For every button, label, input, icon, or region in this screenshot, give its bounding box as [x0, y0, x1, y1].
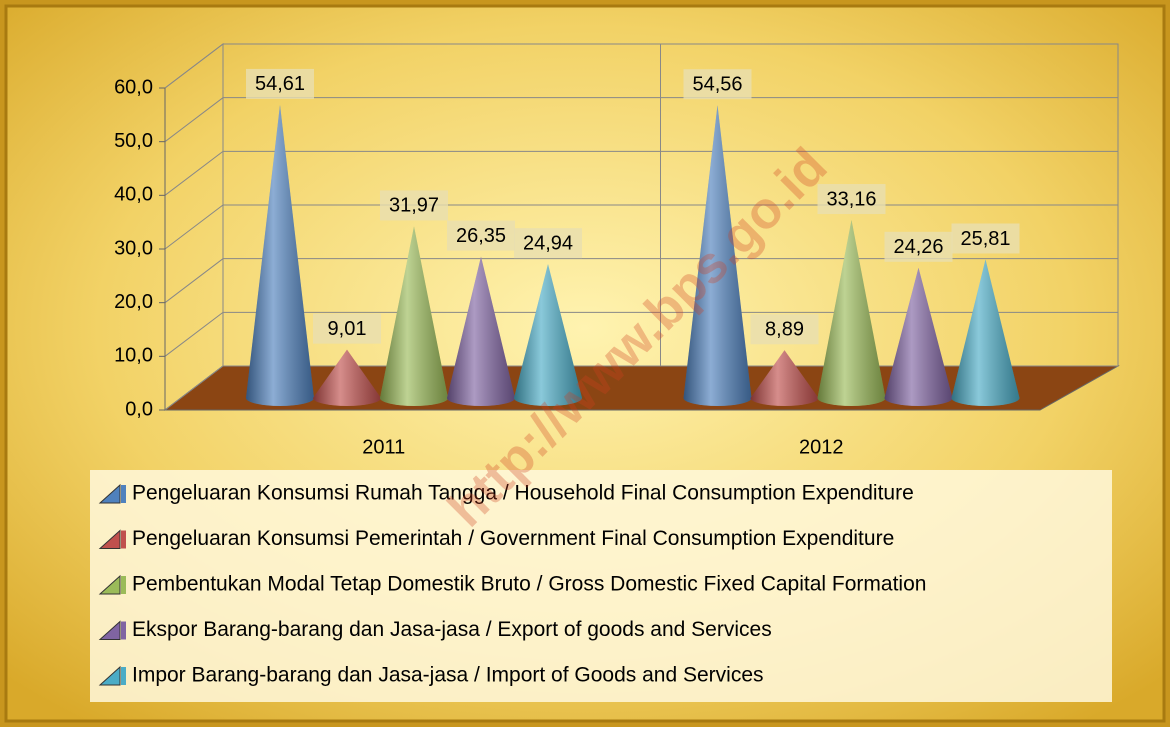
label-bg [750, 314, 819, 345]
cone-shade [380, 226, 448, 406]
cone-shade [447, 256, 515, 406]
legend-icon [98, 483, 121, 504]
label-bg [447, 220, 515, 251]
y-tick-label: 60,0 [114, 76, 153, 98]
data-label: 24,94 [523, 232, 573, 254]
label-bg [817, 184, 886, 215]
grid-line [164, 97, 1118, 143]
grid-line [164, 365, 1118, 411]
cone [750, 350, 819, 406]
data-label: 25,81 [960, 228, 1010, 250]
data-label: 33,16 [826, 188, 876, 210]
legend-icon-side [121, 667, 126, 685]
cone [447, 256, 515, 406]
legend-label: Pengeluaran Konsumsi Pemerintah / Govern… [132, 527, 894, 550]
grid-line [164, 43, 1118, 89]
label-bg [246, 68, 314, 99]
x-tick-label: 2012 [799, 436, 844, 458]
cone-shade [951, 259, 1020, 406]
label-bg [380, 190, 448, 221]
label-bg [951, 223, 1020, 254]
legend-icon-side [121, 530, 126, 549]
grid-line [164, 150, 1118, 196]
data-label: 24,26 [893, 236, 943, 258]
y-tick-label: 0,0 [125, 398, 153, 420]
legend-icon [98, 620, 121, 640]
cone-shade [683, 105, 752, 406]
legend-box [90, 470, 1112, 702]
label-bg [884, 231, 953, 262]
cone-shade [817, 220, 886, 406]
cone [313, 349, 381, 406]
cone [683, 105, 752, 406]
legend-icon [98, 665, 121, 686]
label-bg [313, 313, 381, 344]
label-bg [514, 228, 582, 259]
legend-icon-side [121, 485, 126, 503]
data-label: 54,61 [255, 73, 305, 95]
y-tick-label: 30,0 [114, 237, 153, 259]
data-label: 9,01 [328, 318, 367, 340]
cone [514, 264, 582, 406]
y-tick-label: 50,0 [114, 130, 153, 152]
legend-label: Pembentukan Modal Tetap Domestik Bruto /… [132, 573, 926, 596]
data-label: 54,56 [692, 73, 742, 95]
legend-label: Impor Barang-barang dan Jasa-jasa / Impo… [132, 664, 764, 687]
data-label: 8,89 [765, 319, 804, 341]
cone-shade [514, 264, 582, 406]
legend-icon [98, 574, 121, 595]
cone [380, 226, 448, 406]
cone [817, 220, 886, 406]
legend-icon [98, 529, 121, 549]
y-tick-label: 10,0 [114, 345, 153, 367]
label-bg [683, 69, 752, 100]
cone-shade [313, 349, 381, 406]
legend-icon-side [121, 621, 126, 640]
y-tick-label: 40,0 [114, 184, 153, 206]
legend-label: Ekspor Barang-barang dan Jasa-jasa / Exp… [132, 618, 772, 641]
cone-shade [750, 350, 819, 406]
legend-label: Pengeluaran Konsumsi Rumah Tangga / Hous… [132, 482, 914, 505]
legend-icon-side [121, 576, 126, 594]
data-label: 26,35 [456, 225, 506, 247]
grid-line [164, 258, 1118, 304]
cone [246, 104, 314, 406]
cone-shade [884, 267, 953, 406]
cone-shade [246, 104, 314, 406]
cone [951, 259, 1020, 406]
cone [884, 267, 953, 406]
data-label: 31,97 [389, 195, 439, 217]
grid-line [164, 311, 1118, 357]
y-tick-label: 20,0 [114, 291, 153, 313]
x-tick-label: 2011 [362, 436, 405, 458]
